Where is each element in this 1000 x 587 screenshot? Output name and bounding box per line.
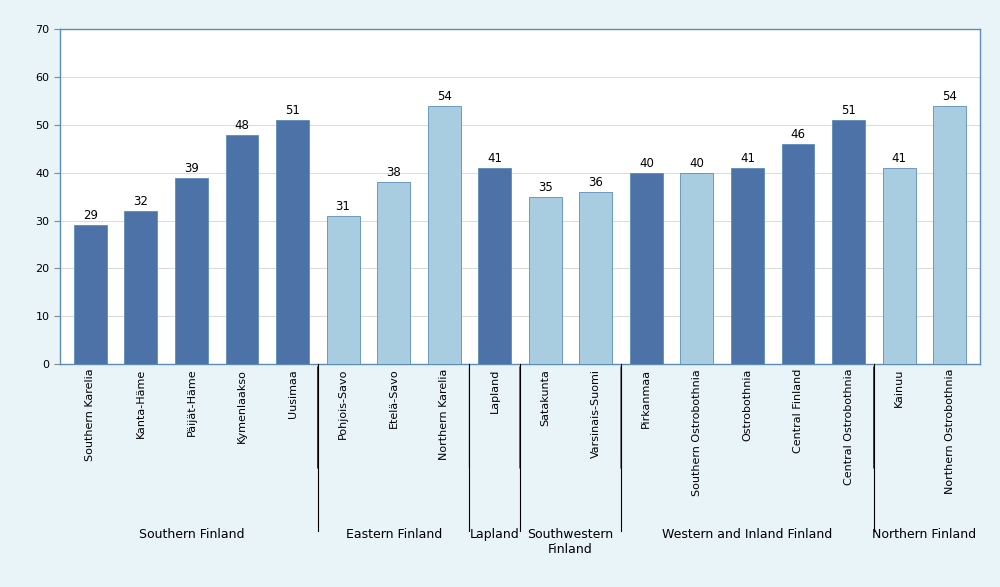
Text: 48: 48	[235, 119, 249, 131]
Bar	[680, 173, 713, 364]
Text: 29: 29	[83, 210, 98, 222]
Text: Southern Finland: Southern Finland	[139, 528, 244, 541]
Bar	[74, 225, 107, 364]
Text: 51: 51	[841, 104, 856, 117]
Bar	[933, 106, 966, 364]
Text: 36: 36	[588, 176, 603, 189]
Bar	[478, 168, 511, 364]
Text: 35: 35	[538, 181, 553, 194]
Text: 40: 40	[639, 157, 654, 170]
Text: 32: 32	[133, 195, 148, 208]
Bar	[175, 177, 208, 364]
Text: Eastern Finland: Eastern Finland	[346, 528, 442, 541]
Bar	[276, 120, 309, 364]
Text: Southwestern
Finland: Southwestern Finland	[527, 528, 614, 556]
Bar	[327, 216, 360, 364]
Text: 31: 31	[336, 200, 351, 213]
Bar	[428, 106, 461, 364]
Bar	[124, 211, 157, 364]
Bar	[630, 173, 663, 364]
Bar	[377, 183, 410, 364]
Bar	[782, 144, 814, 364]
Text: 54: 54	[437, 90, 452, 103]
Bar	[883, 168, 916, 364]
Text: 46: 46	[791, 128, 806, 141]
Text: Western and Inland Finland: Western and Inland Finland	[662, 528, 833, 541]
Text: Northern Finland: Northern Finland	[872, 528, 976, 541]
Bar	[832, 120, 865, 364]
Bar	[226, 134, 258, 364]
Text: 41: 41	[892, 152, 907, 165]
Text: 40: 40	[689, 157, 704, 170]
Text: 38: 38	[386, 167, 401, 180]
Text: 39: 39	[184, 161, 199, 175]
Text: Lapland: Lapland	[470, 528, 520, 541]
Bar	[529, 197, 562, 364]
Bar	[579, 192, 612, 364]
Text: 41: 41	[740, 152, 755, 165]
Text: 54: 54	[942, 90, 957, 103]
Text: 51: 51	[285, 104, 300, 117]
Bar	[731, 168, 764, 364]
Text: 41: 41	[487, 152, 502, 165]
